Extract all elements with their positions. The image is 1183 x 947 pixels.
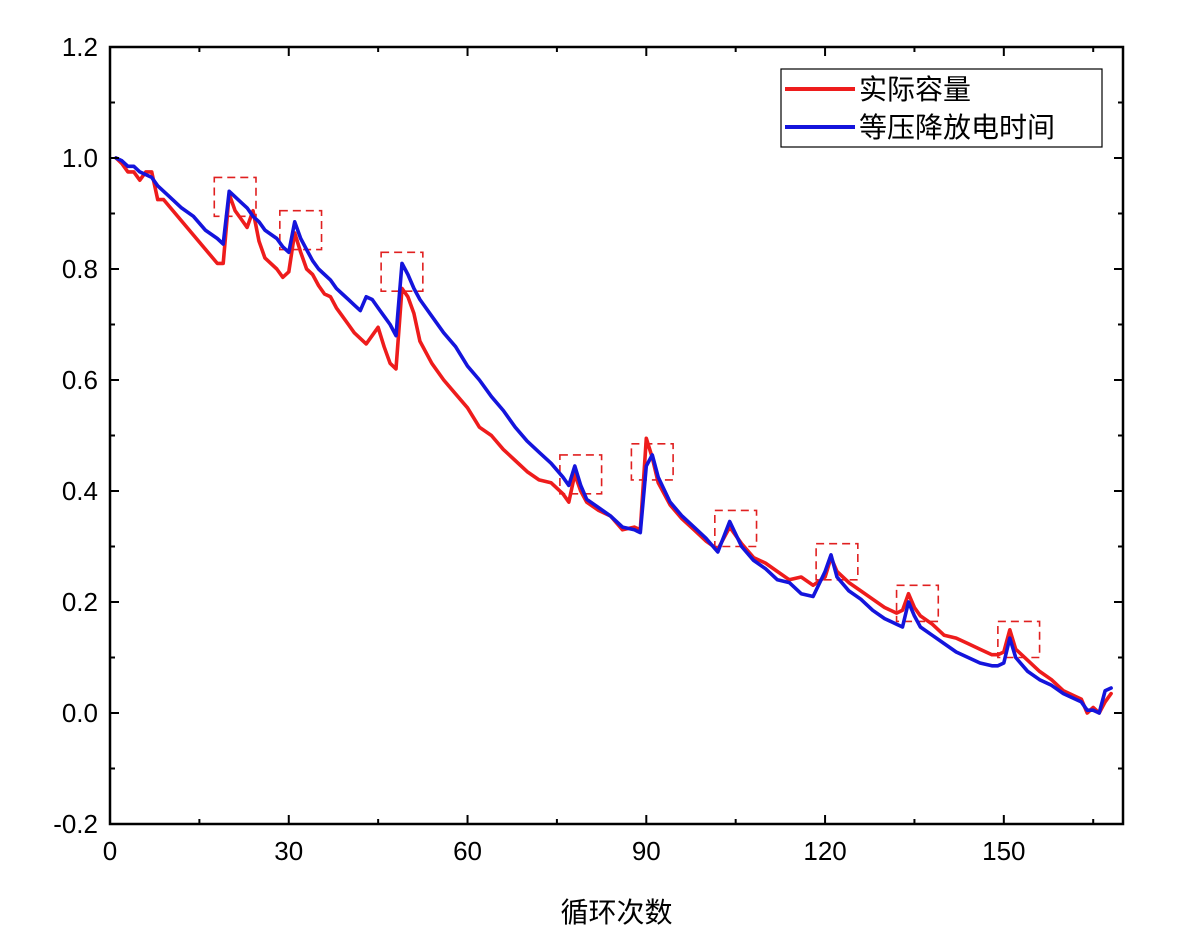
highlight-box [279,209,323,251]
legend-box [780,68,1103,148]
y-tick-label: 0.4 [62,476,98,506]
y-tick-label: 0.8 [62,254,98,284]
series-line-discharge-time [114,156,1113,715]
highlight-boxes [213,176,1041,659]
highlight-box [630,443,674,481]
y-tick-label: -0.2 [53,809,98,839]
y-tick-labels: -0.2 0.0 0.2 0.4 0.6 0.8 1.0 1.2 [53,32,98,839]
x-tick-label: 0 [103,836,117,866]
highlight-box [559,454,603,495]
axis-ticks [109,46,1123,825]
x-axis-title: 循环次数 [560,896,672,929]
y-tick-label: 0.2 [62,587,98,617]
x-tick-label: 90 [632,836,661,866]
legend: 实际容量 等压降放电时间 [780,68,1103,148]
y-tick-label: 1.0 [62,143,98,173]
legend-label-discharge-time: 等压降放电时间 [859,111,1055,144]
highlight-box [380,251,424,293]
y-tick-label: 0.0 [62,698,98,728]
highlight-box [213,176,257,218]
y-tick-label: 1.2 [62,32,98,62]
x-tick-label: 60 [453,836,482,866]
x-tick-label: 120 [803,836,846,866]
series-lines [114,156,1113,715]
x-tick-label: 150 [982,836,1025,866]
x-tick-labels: 0 30 60 90 120 150 [103,836,1026,866]
highlight-box [997,620,1041,659]
y-tick-label: 0.6 [62,365,98,395]
series-line-actual-capacity [114,156,1113,715]
x-tick-label: 30 [274,836,303,866]
highlight-box [815,542,859,581]
highlight-box [714,509,758,548]
legend-label-actual-capacity: 实际容量 [859,73,971,106]
